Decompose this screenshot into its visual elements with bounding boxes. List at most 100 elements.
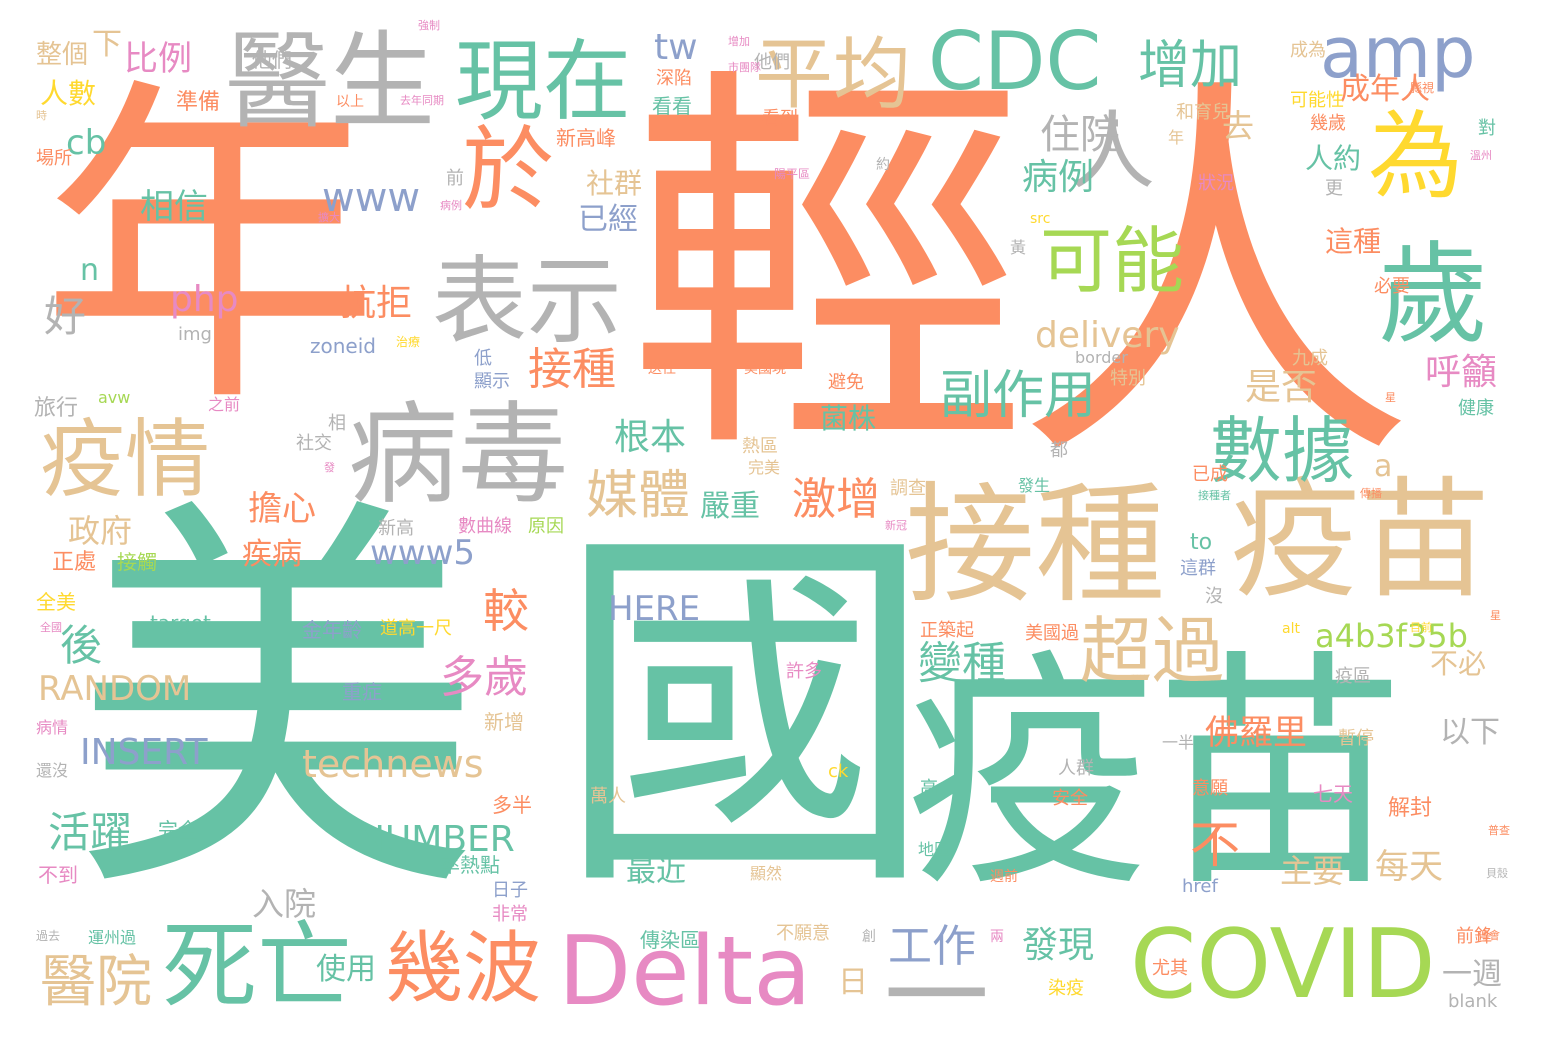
- word-xianshi-county: 縣視: [1410, 81, 1435, 95]
- word-wei: 為: [1368, 102, 1464, 212]
- word-diaocha: 調查: [890, 478, 926, 499]
- word-zhezhong: 這種: [1325, 225, 1382, 258]
- word-number: NUMBER: [358, 819, 515, 860]
- word-www5: www5: [370, 533, 476, 573]
- word-xiangxin: 相信: [140, 187, 208, 227]
- word-chengwei: 成為: [1290, 40, 1326, 61]
- word-small-label-5: 新冠: [885, 519, 907, 532]
- word-qu: 去: [1222, 107, 1255, 145]
- word-random: RANDOM: [38, 669, 192, 709]
- word-biyao: 必要: [1374, 276, 1410, 297]
- word-ck: ck: [828, 761, 849, 782]
- word-jiucheng: 九成: [1292, 348, 1328, 369]
- word-fa: 發: [324, 461, 335, 474]
- word-mei: 美: [72, 466, 482, 944]
- word-jinnianling: 金年齡: [302, 618, 362, 642]
- word-shifou: 是否: [1245, 367, 1318, 408]
- word-fuluoli: 佛羅里: [1205, 713, 1307, 753]
- word-kenengxing: 可能性: [1290, 90, 1344, 111]
- word-yisheng: 醫生: [225, 21, 436, 143]
- word-small-label-6: 接種者: [1198, 489, 1231, 502]
- word-zengjia: 增加: [1138, 36, 1243, 96]
- word-renshu: 人數: [40, 77, 97, 110]
- word-bili: 比例: [124, 39, 192, 79]
- word-small-label-3: 增加: [728, 35, 750, 48]
- word-zuijin: 最近: [626, 854, 686, 889]
- word-yuanyin: 原因: [528, 516, 564, 537]
- word-small-label-7: 傳播: [1360, 487, 1382, 500]
- word-jibing: 疾病: [242, 537, 302, 572]
- word-xianshi: 顯示: [474, 371, 510, 392]
- word-qitian: 七天: [1313, 782, 1353, 806]
- word-xingao: 新高: [378, 518, 414, 539]
- word-yunzhouguo: 運州過: [88, 928, 137, 947]
- word-shuquxian: 數曲線: [458, 516, 512, 537]
- word-tw: tw: [654, 27, 698, 68]
- word-yiyuan-willingness: 意願: [1192, 778, 1228, 799]
- word-meiti: 媒體: [586, 466, 691, 526]
- word-bingli: 病例: [1022, 157, 1095, 198]
- word-cdc: CDC: [928, 15, 1102, 108]
- word-kuoda: 擴大: [318, 211, 340, 224]
- word-qian: 前: [446, 168, 464, 189]
- word-keneng: 可能: [1040, 219, 1185, 303]
- word-zoneid: zoneid: [310, 334, 376, 358]
- word-small-label-8: 普查: [1488, 824, 1510, 837]
- word-target: target: [150, 611, 211, 635]
- word-tamen: 他們: [252, 48, 292, 72]
- word-siwang: 死亡: [162, 912, 353, 1022]
- word-fasheng: 發生: [1018, 476, 1051, 495]
- word-shejiao: 社交: [296, 433, 332, 454]
- word-yue: 約: [876, 157, 890, 173]
- word-qunian-tongqi: 去年同期: [400, 94, 444, 107]
- word-daogao: 道高一尺: [380, 618, 452, 639]
- word-yicheng: 已成: [1192, 464, 1228, 485]
- word-zanting: 暫停: [1338, 728, 1374, 749]
- word-bingqing: 病情: [36, 718, 69, 737]
- word-small-label-12: 目前: [1410, 621, 1432, 634]
- word-duosui: 多歲: [440, 652, 528, 703]
- word-jiao: 較: [483, 584, 529, 638]
- word-avw: avw: [98, 388, 131, 407]
- word-nian-small: 年: [1168, 128, 1185, 147]
- word-gao: 高: [920, 778, 938, 799]
- word-guoqu: 過去: [36, 929, 61, 943]
- word-nian: 年: [40, 52, 380, 448]
- word-youqi: 尤其: [1152, 958, 1188, 979]
- word-shuju: 數據: [1210, 409, 1355, 493]
- word-huoyue: 活躍: [48, 808, 133, 857]
- word-faxian: 發現: [1022, 925, 1095, 966]
- word-yiqing: 疫情: [40, 411, 211, 510]
- word-border: border: [1075, 348, 1128, 367]
- word-delta: Delta: [558, 917, 812, 1027]
- word-href: href: [1182, 876, 1218, 897]
- word-hou: 後: [60, 621, 103, 670]
- word-fuzuoyong: 副作用: [940, 366, 1097, 426]
- word-small-label-11: 星: [1490, 609, 1501, 622]
- word-xuduo: 許多: [786, 661, 822, 682]
- word-php: php: [170, 279, 239, 320]
- word-renqun: 人群: [1058, 758, 1094, 779]
- word-dui: 對: [1478, 118, 1496, 139]
- word-duoban: 多半: [492, 793, 532, 817]
- word-yanzhong: 嚴重: [700, 489, 760, 524]
- word-jibo: 幾波: [385, 924, 542, 1014]
- word-jiankang: 健康: [1458, 398, 1494, 419]
- word-yiban: 一半: [1162, 733, 1195, 752]
- word-quanmei: 全美: [36, 590, 76, 614]
- word-xia: 下: [92, 27, 122, 62]
- word-small-label-4: 市團隊: [728, 61, 761, 74]
- word-shequn: 社群: [586, 167, 643, 200]
- word-kangju: 抗拒: [340, 283, 413, 324]
- word-xianran: 顯然: [750, 864, 783, 883]
- word-lvxing: 旅行: [34, 396, 79, 421]
- word-wanmei: 完美: [748, 458, 781, 477]
- word-meitian: 每天: [1375, 847, 1443, 887]
- word-budao: 不到: [38, 863, 78, 887]
- word-zhiqian: 之前: [208, 395, 241, 414]
- word-small-label-2: 病例: [440, 199, 462, 212]
- word-chuang: 創: [862, 929, 876, 945]
- word-meiguoguo: 美國過: [1025, 623, 1079, 644]
- word-small-label-9: 貝殼: [1486, 867, 1508, 880]
